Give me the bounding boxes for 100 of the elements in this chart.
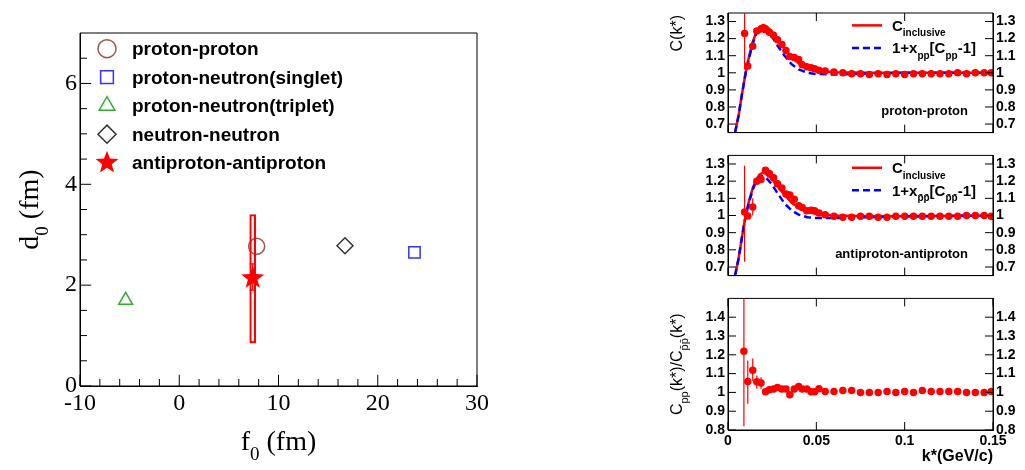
point (980, 211, 988, 220)
legend-label: proton-neutron(triplet) (132, 95, 335, 117)
point (790, 195, 798, 203)
point (971, 69, 980, 77)
y2-tick-label: 1.3 (996, 12, 1016, 29)
x-tick-label: 0.1 (894, 432, 915, 449)
point (909, 212, 918, 221)
point (918, 212, 927, 221)
point (830, 68, 838, 76)
y-tick-label: 6 (65, 68, 77, 95)
point (757, 175, 765, 184)
y-tick-label: 2 (65, 270, 77, 297)
point (748, 203, 757, 211)
y-tick-label: 0.8 (705, 240, 726, 257)
point (769, 173, 778, 182)
y2-tick-label: 1.1 (996, 46, 1016, 63)
y-tick-label: 1.2 (705, 172, 726, 189)
point (821, 67, 829, 75)
point (815, 384, 823, 393)
point (830, 387, 838, 396)
point (821, 210, 829, 219)
point (909, 388, 918, 397)
annotation: antiproton-antiproton (835, 246, 969, 262)
y-tick-label: 1 (717, 206, 726, 223)
point (918, 69, 927, 78)
y-tick-label: 1.1 (705, 46, 726, 63)
y-tick-label: 1.1 (705, 364, 726, 381)
point (782, 385, 790, 393)
legend-label: antiproton-antiproton (132, 152, 327, 174)
x-axis-title: k*(GeV/c) (921, 446, 993, 464)
legend-label: proton-proton (132, 38, 259, 60)
point (856, 69, 865, 78)
y2-tick-label: 1.3 (996, 154, 1016, 171)
point (856, 388, 865, 397)
y2-tick-label: 1.2 (996, 345, 1016, 362)
point (953, 387, 962, 396)
point (945, 212, 953, 221)
point (962, 69, 971, 78)
y-tick-label: 0.8 (705, 97, 726, 114)
point (927, 212, 935, 221)
legend-label: neutron-neutron (132, 123, 280, 145)
point (962, 388, 971, 397)
y-tick-label: 1.3 (705, 326, 726, 343)
x-tick-label: 0 (173, 388, 186, 415)
point (936, 69, 944, 78)
point (900, 70, 909, 79)
y-tick-label: 0.9 (705, 223, 726, 240)
y-tick-label: 1.2 (705, 29, 726, 46)
point (892, 388, 900, 397)
point (794, 55, 803, 64)
point (883, 387, 891, 396)
point (918, 386, 927, 395)
point (865, 212, 874, 221)
y2-tick-label: 1.2 (996, 29, 1016, 46)
y-tick-label: 1 (717, 383, 726, 400)
point (936, 212, 944, 221)
point (765, 28, 774, 36)
y2-tick-label: 0.8 (996, 97, 1016, 114)
point (953, 69, 962, 77)
y-axis-title: C(k*) (667, 15, 685, 52)
y-tick-label: 1.1 (705, 189, 726, 206)
point (865, 388, 874, 397)
point (980, 69, 988, 77)
y-tick-label: 4 (65, 169, 77, 196)
y2-tick-label: 0.8 (996, 240, 1016, 257)
point (900, 387, 909, 396)
point (847, 386, 856, 395)
point (798, 203, 806, 212)
y2-tick-label: 1.4 (996, 308, 1016, 325)
x-tick-label: 30 (465, 388, 489, 415)
point (815, 209, 823, 217)
y2-tick-label: 1.2 (996, 172, 1016, 189)
point (900, 212, 909, 221)
y2-tick-label: 1.3 (996, 326, 1016, 343)
point (847, 69, 856, 78)
y2-tick-label: 0.9 (996, 223, 1016, 240)
point (962, 211, 971, 220)
y-tick-label: 0.9 (705, 402, 726, 419)
point (839, 386, 847, 395)
y-axis-title: d0 (fm) (12, 169, 53, 250)
x-tick-label: 20 (365, 388, 390, 415)
point (847, 213, 856, 221)
point (856, 212, 865, 221)
point (821, 387, 829, 396)
point (953, 212, 962, 221)
y-tick-label: 1.3 (705, 12, 726, 29)
point (892, 69, 900, 78)
y-tick-label: 0.7 (705, 114, 726, 131)
legend-label: proton-neutron(singlet) (132, 66, 344, 88)
point (883, 70, 891, 79)
x-tick-label: 10 (266, 388, 291, 415)
point (778, 40, 786, 49)
y2-tick-label: 0.7 (996, 114, 1016, 131)
point (839, 213, 847, 221)
point (927, 69, 935, 78)
point (945, 69, 953, 78)
y-tick-label: 0.9 (705, 80, 726, 97)
point (765, 169, 774, 178)
x-tick-label: 0.05 (802, 432, 831, 449)
point (782, 46, 790, 55)
